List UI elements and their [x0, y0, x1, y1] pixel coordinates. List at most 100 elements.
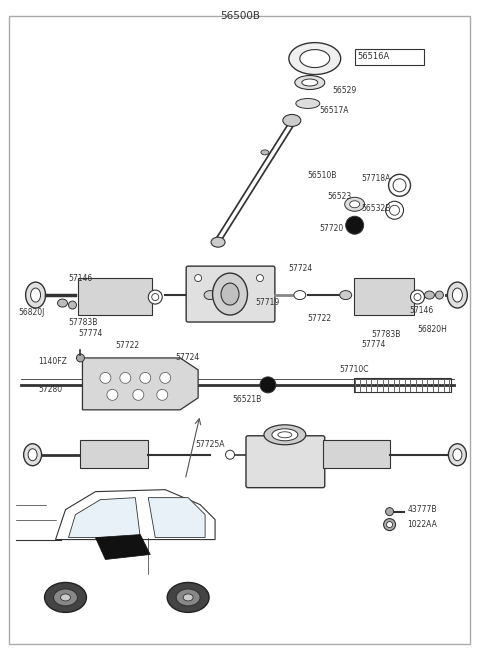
Bar — [354, 378, 451, 392]
Ellipse shape — [157, 390, 168, 400]
Ellipse shape — [435, 291, 444, 299]
Text: 56529: 56529 — [333, 86, 357, 95]
Text: 57710C: 57710C — [340, 365, 369, 374]
Ellipse shape — [448, 443, 467, 466]
Text: 57774: 57774 — [361, 340, 386, 350]
Bar — [355, 49, 424, 64]
Text: 56521B: 56521B — [232, 396, 261, 404]
Text: 57146: 57146 — [69, 273, 93, 283]
Ellipse shape — [213, 273, 248, 315]
Ellipse shape — [384, 518, 396, 531]
Ellipse shape — [45, 583, 86, 612]
Ellipse shape — [69, 301, 76, 309]
Ellipse shape — [386, 522, 393, 528]
Ellipse shape — [452, 288, 462, 302]
Ellipse shape — [60, 594, 71, 601]
Ellipse shape — [167, 583, 209, 612]
Ellipse shape — [447, 282, 468, 308]
Ellipse shape — [54, 589, 77, 606]
Ellipse shape — [25, 282, 46, 308]
Ellipse shape — [194, 275, 202, 282]
Text: 56532B: 56532B — [361, 204, 391, 213]
Text: 57774: 57774 — [78, 330, 103, 338]
Ellipse shape — [283, 114, 301, 126]
Ellipse shape — [300, 49, 330, 68]
Ellipse shape — [76, 354, 84, 362]
Ellipse shape — [160, 373, 171, 384]
Polygon shape — [323, 440, 390, 468]
Text: 56820H: 56820H — [418, 325, 447, 334]
Ellipse shape — [340, 290, 352, 300]
Text: 1022AA: 1022AA — [408, 520, 437, 529]
Ellipse shape — [120, 373, 131, 384]
FancyBboxPatch shape — [186, 266, 275, 322]
Ellipse shape — [294, 290, 306, 300]
Ellipse shape — [346, 216, 364, 234]
Ellipse shape — [278, 432, 292, 438]
Text: 57725A: 57725A — [195, 440, 225, 449]
Text: 56820J: 56820J — [19, 307, 45, 317]
Ellipse shape — [261, 150, 269, 155]
Ellipse shape — [393, 179, 406, 192]
Polygon shape — [148, 497, 205, 537]
Ellipse shape — [390, 205, 399, 215]
Text: 57724: 57724 — [175, 353, 199, 363]
Ellipse shape — [296, 99, 320, 108]
Ellipse shape — [385, 201, 404, 219]
Polygon shape — [81, 440, 148, 468]
Text: 56500B: 56500B — [220, 11, 260, 20]
Polygon shape — [96, 535, 150, 560]
Ellipse shape — [414, 294, 421, 300]
Ellipse shape — [385, 508, 394, 516]
Ellipse shape — [256, 275, 264, 282]
Text: 56517A: 56517A — [320, 106, 349, 115]
Text: 57718A: 57718A — [361, 174, 391, 183]
Polygon shape — [56, 489, 215, 539]
Polygon shape — [69, 497, 140, 537]
Polygon shape — [83, 358, 198, 410]
Ellipse shape — [453, 449, 462, 461]
Ellipse shape — [289, 43, 341, 74]
Ellipse shape — [389, 174, 410, 196]
Text: 56516A: 56516A — [358, 52, 390, 61]
Ellipse shape — [24, 443, 42, 466]
Text: 57722: 57722 — [115, 342, 140, 350]
Text: 57783B: 57783B — [372, 330, 401, 340]
Ellipse shape — [133, 390, 144, 400]
Text: 57720: 57720 — [320, 224, 344, 233]
Text: 56523: 56523 — [328, 192, 352, 201]
Polygon shape — [354, 278, 415, 315]
Ellipse shape — [260, 377, 276, 393]
Ellipse shape — [100, 373, 111, 384]
Ellipse shape — [107, 390, 118, 400]
Text: 57280: 57280 — [38, 386, 63, 394]
Ellipse shape — [152, 294, 159, 300]
Ellipse shape — [183, 594, 193, 601]
Ellipse shape — [31, 288, 41, 302]
Ellipse shape — [148, 290, 162, 304]
Ellipse shape — [231, 290, 243, 300]
Ellipse shape — [226, 450, 235, 459]
FancyBboxPatch shape — [246, 436, 325, 487]
Ellipse shape — [345, 197, 365, 212]
Text: 43777B: 43777B — [408, 505, 437, 514]
Ellipse shape — [302, 79, 318, 86]
Ellipse shape — [58, 299, 68, 307]
Ellipse shape — [28, 449, 37, 461]
Ellipse shape — [221, 283, 239, 305]
Text: 1140FZ: 1140FZ — [38, 357, 68, 367]
Text: 57146: 57146 — [409, 306, 434, 315]
Ellipse shape — [204, 290, 216, 300]
Polygon shape — [78, 278, 152, 315]
Ellipse shape — [295, 76, 325, 89]
Text: 57783B: 57783B — [69, 317, 98, 327]
Ellipse shape — [140, 373, 151, 384]
Ellipse shape — [350, 201, 360, 208]
Ellipse shape — [410, 290, 424, 304]
Ellipse shape — [211, 237, 225, 247]
Text: 57724: 57724 — [288, 263, 312, 273]
Ellipse shape — [424, 291, 434, 299]
Ellipse shape — [176, 589, 200, 606]
Ellipse shape — [272, 429, 298, 441]
Text: 57719: 57719 — [255, 298, 279, 307]
